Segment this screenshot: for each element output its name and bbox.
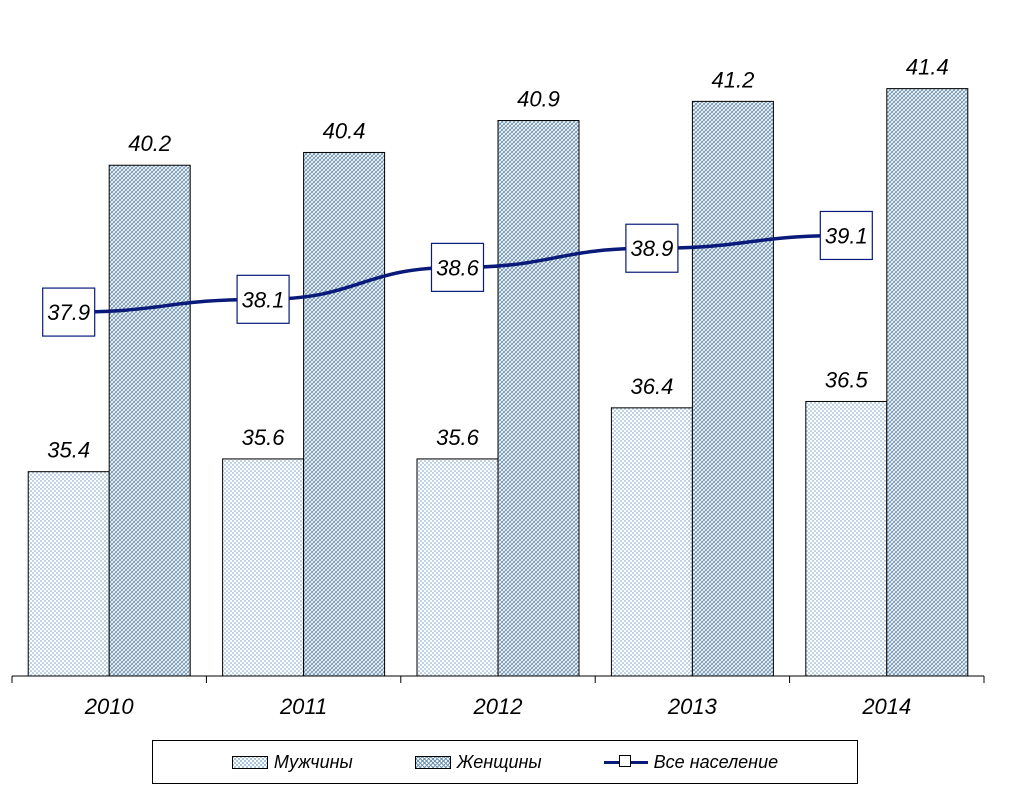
data-label-men-2012: 35.6: [436, 425, 480, 450]
chart-legend: Мужчины Женщины Все население: [152, 740, 858, 784]
x-tick-label-2010: 2010: [84, 694, 135, 719]
bars-layer: [27, 88, 969, 677]
legend-swatch-line: [603, 755, 648, 769]
marker-all-2014: [819, 210, 873, 261]
legend-item-all: Все население: [603, 751, 779, 773]
data-label-women-2011: 40.4: [323, 118, 366, 143]
legend-label-women: Женщины: [456, 751, 542, 772]
data-label-men-2010: 35.4: [47, 438, 90, 463]
bar-men-2013: [610, 407, 693, 677]
data-label-all-2012: 38.6: [436, 255, 480, 280]
bar-women-2013: [691, 100, 774, 677]
legend-swatch-men: [231, 755, 268, 769]
data-label-all-2014: 39.1: [825, 223, 868, 248]
legend-label-men: Мужчины: [273, 751, 353, 772]
bar-women-2010: [108, 164, 191, 677]
data-label-men-2014: 36.5: [825, 367, 869, 392]
bar-women-2014: [886, 88, 969, 677]
marker-all-2011: [236, 274, 290, 324]
series-line-layer: 37.9 38.1 38.6 38.9 39.1: [42, 210, 873, 337]
data-labels-layer: 35.4 40.2 35.6 40.4 35.6 40.9 36.4 41.2 36.5 41.4: [47, 55, 948, 463]
data-label-all-2010: 37.9: [47, 300, 90, 325]
legend-item-women: Женщины: [414, 751, 542, 773]
legend-label-all: Все население: [653, 751, 779, 772]
data-label-men-2011: 35.6: [242, 425, 286, 450]
data-label-all-2011: 38.1: [242, 287, 285, 312]
marker-all-2013: [625, 223, 679, 273]
bar-men-2010: [27, 471, 110, 677]
data-label-women-2012: 40.9: [517, 87, 560, 112]
marker-all-2010: [42, 287, 96, 337]
marker-all-2012: [430, 242, 485, 292]
bar-men-2011: [222, 458, 305, 677]
legend-swatch-women: [414, 755, 451, 769]
chart-canvas: 2010 2011 2012 2013 2014 37.9 38.1 38.6 38.9 39.…: [11, 55, 985, 719]
data-label-women-2014: 41.4: [906, 55, 949, 80]
bar-women-2011: [303, 151, 386, 677]
x-axis: 2010 2011 2012 2013 2014: [11, 675, 985, 719]
data-label-all-2013: 38.9: [630, 236, 673, 261]
x-tick-label-2013: 2013: [667, 694, 718, 719]
x-tick-label-2012: 2012: [473, 694, 523, 719]
x-tick-label-2014: 2014: [861, 694, 911, 719]
data-label-men-2013: 36.4: [630, 374, 673, 399]
bar-women-2012: [497, 120, 580, 677]
data-label-women-2010: 40.2: [128, 131, 171, 156]
data-label-women-2013: 41.2: [711, 67, 754, 92]
bar-men-2012: [416, 458, 499, 677]
x-tick-label-2011: 2011: [279, 694, 327, 719]
legend-item-men: Мужчины: [231, 751, 353, 773]
bar-men-2014: [805, 400, 888, 677]
